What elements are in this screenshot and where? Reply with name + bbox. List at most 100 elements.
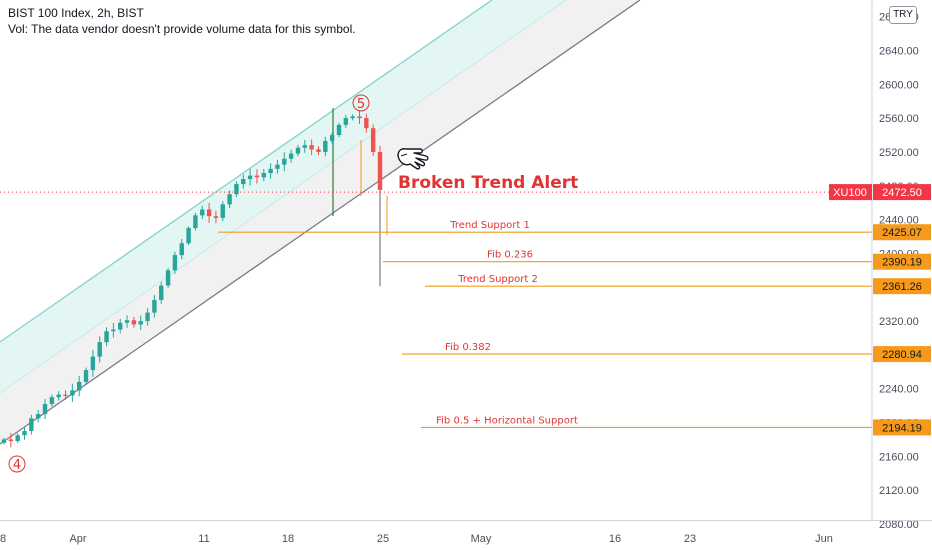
candle-body (131, 320, 137, 325)
candle-body (138, 321, 143, 325)
candle-body (186, 228, 191, 244)
candle-body (193, 215, 198, 229)
x-tick-label: 11 (198, 533, 209, 545)
chart-title: BIST 100 Index, 2h, BIST (8, 6, 144, 20)
candle-body (316, 149, 321, 152)
wave-4-circle (8, 455, 26, 473)
price-axis-background (872, 0, 932, 550)
candle-body (295, 147, 301, 154)
time-axis-background (0, 520, 872, 550)
y-tick-label: 2600.00 (879, 79, 919, 91)
wave-4-label: 4 (13, 458, 21, 473)
candle-body (213, 216, 219, 218)
level-name: Fib 0.382 (445, 342, 491, 353)
level-price-value: 2361.26 (882, 281, 922, 293)
y-tick-label: 2520.00 (879, 147, 919, 159)
level-price-value: 2280.94 (882, 349, 922, 361)
candle-body (70, 390, 75, 396)
candle-body (104, 331, 109, 343)
chart-annotation-marks (332, 108, 388, 235)
x-tick-label: 16 (609, 533, 621, 545)
x-tick-label: 8 (0, 533, 6, 545)
level-name: Trend Support 2 (457, 274, 538, 285)
x-tick-label: Apr (69, 533, 86, 545)
candle-body (309, 145, 314, 150)
x-tick-label: Jun (815, 533, 833, 545)
candle-body (302, 145, 307, 148)
candle-body (124, 320, 130, 323)
candle-body (227, 194, 232, 205)
symbol-tag-text: XU100 (833, 187, 867, 199)
level-price-value: 2425.07 (882, 227, 922, 239)
last-price-tag (873, 184, 931, 201)
x-tick-label: 18 (282, 533, 294, 545)
candle-body (152, 299, 157, 313)
candle-body (282, 158, 287, 165)
level-price-tag (873, 224, 931, 241)
channel-middle-line (0, 0, 567, 394)
candle-body (42, 403, 48, 415)
candle-body (22, 430, 27, 436)
channel-lower-line (0, 0, 641, 445)
symbol-tag (829, 184, 872, 201)
level-price-value: 2390.19 (882, 257, 922, 269)
trend-channel (0, 0, 641, 445)
time-axis[interactable]: 8 Apr 11 18 25 May 16 23 Jun (0, 520, 932, 550)
wave-5-label: 5 (357, 97, 365, 112)
level-price-tag (873, 253, 931, 270)
candle-body (111, 329, 116, 332)
channel-upper-line (0, 0, 493, 343)
candle-body (206, 209, 212, 217)
level-price-value: 2194.19 (882, 422, 922, 434)
x-tick-label: 25 (377, 533, 389, 545)
price-axis[interactable]: 2680.002640.002600.002560.002520.002480.… (829, 0, 932, 550)
pointing-hand-icon (397, 148, 429, 170)
level-price-tag (873, 419, 931, 436)
candle-body (77, 381, 82, 391)
candle-body (377, 151, 383, 190)
candle-body (329, 135, 335, 141)
candle-body (145, 312, 150, 322)
broken-trend-alert-text: Broken Trend Alert (398, 173, 578, 193)
candle-body (275, 164, 280, 169)
candle-body (350, 116, 355, 119)
y-tick-label: 2240.00 (879, 384, 919, 396)
annotation-overlay: 4 5 Broken Trend Alert (8, 94, 578, 473)
candle-body (220, 204, 225, 218)
level-name: Fib 0.236 (487, 250, 533, 261)
candle-body (336, 124, 342, 136)
candle-body (247, 175, 253, 179)
y-tick-label: 2160.00 (879, 451, 919, 463)
y-tick-label: 2080.00 (879, 519, 919, 531)
candle-body (288, 153, 294, 159)
candle-body (49, 397, 55, 404)
candle-body (165, 270, 171, 286)
last-price-value: 2472.50 (882, 187, 922, 199)
volume-note: Vol: The data vendor doesn't provide vol… (8, 22, 356, 36)
candles (1, 110, 383, 448)
candle-body (357, 116, 362, 119)
candle-body (97, 342, 102, 357)
currency-button[interactable]: TRY (889, 6, 917, 24)
candle-body (8, 439, 14, 442)
candle-body (370, 128, 376, 152)
level-name: Fib 0.5 + Horizontal Support (436, 415, 578, 426)
candle-body (29, 418, 34, 431)
candle-body (364, 118, 369, 129)
wave-5-circle (352, 94, 370, 112)
candle-body (118, 322, 123, 330)
level-price-tag (873, 346, 931, 363)
x-tick-label: 23 (684, 533, 696, 545)
candle-body (90, 356, 96, 371)
candle-body (15, 435, 20, 442)
candle-body (261, 173, 266, 178)
candle-body (268, 168, 273, 174)
level-price-tag (873, 278, 931, 295)
level-name: Trend Support 1 (449, 220, 530, 231)
x-tick-label: May (471, 533, 492, 545)
candle-body (172, 255, 178, 271)
candle-body (254, 175, 260, 178)
candle-body (200, 209, 205, 216)
candle-body (179, 243, 184, 256)
